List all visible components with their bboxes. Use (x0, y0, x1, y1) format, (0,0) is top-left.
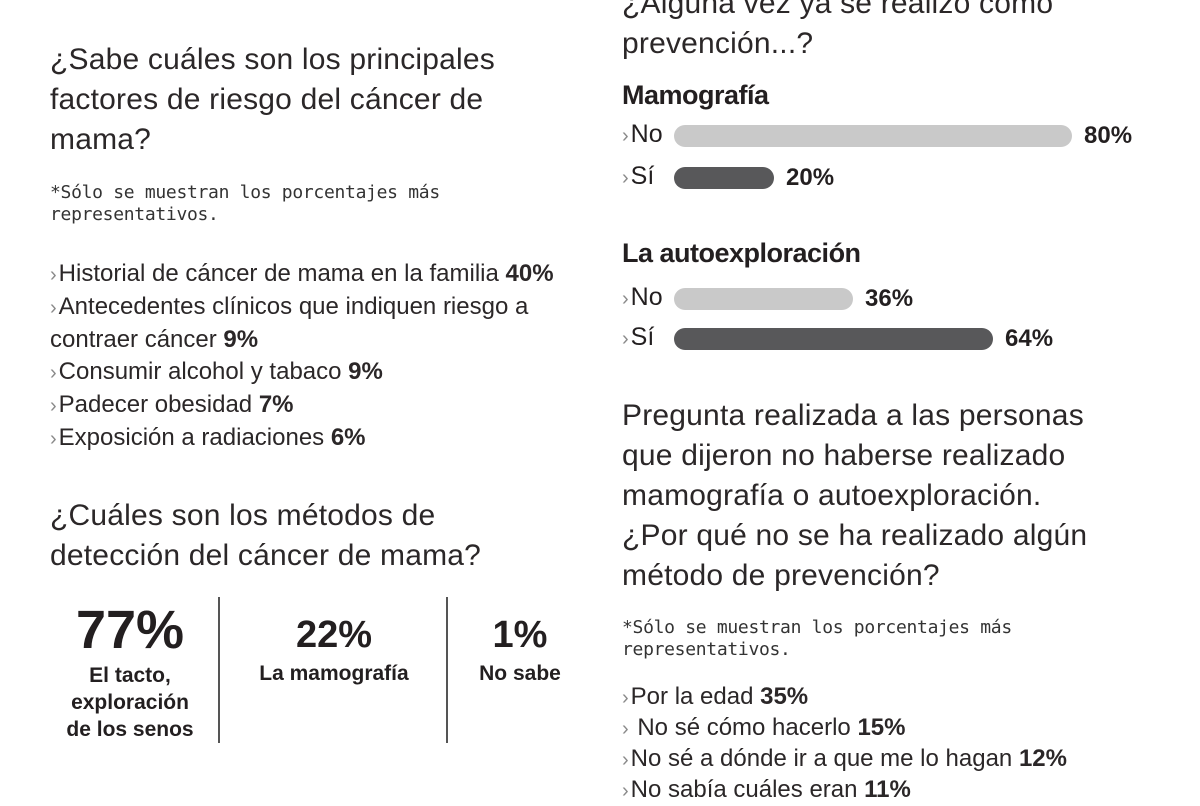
chevron-right-icon: › (622, 328, 629, 350)
autoexploracion-no-row: ›No 36% (622, 283, 1182, 315)
prevention-question-line: ¿Alguna vez ya se realizó como (622, 0, 1054, 20)
why-question-line: que dijeron no haberse realizado (622, 439, 1066, 472)
list-item: ›Por la edad 35% (622, 683, 809, 710)
row-label: Sí (630, 162, 655, 190)
stat-no-sabe: 1% No sabe (450, 612, 590, 687)
mamografia-si-row: ›Sí 20% (622, 162, 1182, 194)
why-note-line: representativos. (622, 639, 791, 660)
stat-tacto: 77% El tacto, exploración de los senos (40, 600, 220, 743)
list-item: ›Exposición a radiaciones 6% (50, 424, 366, 451)
why-question-line: método de prevención? (622, 559, 940, 592)
why-note: *Sólo se muestran los porcentajes más re… (622, 617, 1162, 661)
list-item: ›Padecer obesidad 7% (50, 391, 294, 418)
chevron-right-icon: › (50, 264, 57, 286)
stat-value: 22% (295, 614, 373, 656)
list-item: ›Consumir alcohol y tabaco 9% (50, 358, 383, 385)
bar (674, 288, 853, 310)
divider (446, 597, 448, 743)
list-item: ›No sé a dónde ir a que me lo hagan 12% (622, 745, 1067, 772)
why-question-line: mamografía o autoexploración. (622, 479, 1042, 512)
risk-list: ›Historial de cáncer de mama en la famil… (50, 258, 600, 455)
chevron-right-icon: › (50, 362, 57, 384)
detection-question-line: ¿Cuáles son los métodos de (50, 499, 436, 532)
row-label: No (630, 283, 663, 311)
why-question-line: ¿Por qué no se ha realizado algún (622, 519, 1088, 552)
risk-question-line: ¿Sabe cuáles son los principales (50, 43, 495, 76)
why-question: Pregunta realizada a las personas que di… (622, 396, 1192, 596)
stat-mamografia: 22% La mamografía (222, 612, 446, 687)
bar (674, 125, 1072, 147)
autoexploracion-title: La autoexploración (622, 238, 861, 268)
risk-note-line: representativos. (50, 204, 219, 225)
list-item: ›Historial de cáncer de mama en la famil… (50, 260, 554, 287)
why-question-line: Pregunta realizada a las personas (622, 399, 1084, 432)
stat-caption: La mamografía (259, 662, 409, 685)
row-label: No (630, 120, 663, 148)
bar-value: 20% (786, 164, 835, 191)
bar-value: 64% (1005, 325, 1054, 352)
prevention-question: ¿Alguna vez ya se realizó como prevenció… (622, 0, 1182, 64)
chevron-right-icon: › (622, 687, 629, 709)
list-item: › No sé cómo hacerlo 15% (622, 714, 906, 741)
bar-value: 80% (1084, 122, 1133, 149)
why-note-line: *Sólo se muestran los porcentajes más (622, 617, 1012, 638)
bar (674, 167, 774, 189)
chevron-right-icon: › (622, 780, 629, 802)
chevron-right-icon: › (50, 395, 57, 417)
chevron-right-icon: › (622, 167, 629, 189)
list-item: ›No sabía cuáles eran 11% (622, 776, 911, 803)
list-item-continuation: contraer cáncer 9% (50, 326, 259, 353)
risk-note: *Sólo se muestran los porcentajes más re… (50, 182, 570, 226)
stat-value: 77% (75, 600, 185, 660)
divider (218, 597, 220, 743)
bar-value: 36% (865, 285, 914, 312)
risk-question-line: mama? (50, 123, 152, 156)
stat-caption: No sabe (479, 662, 561, 685)
chevron-right-icon: › (622, 718, 629, 740)
row-label: Sí (630, 323, 655, 351)
mamografia-title: Mamografía (622, 80, 769, 110)
stat-value: 1% (492, 614, 548, 656)
prevention-question-line: prevención...? (622, 27, 814, 60)
risk-note-line: *Sólo se muestran los porcentajes más (50, 182, 440, 203)
chevron-right-icon: › (50, 428, 57, 450)
chevron-right-icon: › (622, 125, 629, 147)
mamografia-no-row: ›No 80% (622, 120, 1182, 152)
bar (674, 328, 993, 350)
autoexploracion-si-row: ›Sí 64% (622, 323, 1182, 355)
risk-question: ¿Sabe cuáles son los principales factore… (50, 40, 590, 160)
detection-question-line: detección del cáncer de mama? (50, 539, 482, 572)
list-item: ›Antecedentes clínicos que indiquen ries… (50, 293, 529, 320)
chevron-right-icon: › (50, 297, 57, 319)
risk-question-line: factores de riesgo del cáncer de (50, 83, 484, 116)
chevron-right-icon: › (622, 749, 629, 771)
detection-question: ¿Cuáles son los métodos de detección del… (50, 496, 590, 576)
chevron-right-icon: › (622, 288, 629, 310)
stat-caption: El tacto, exploración de los senos (66, 664, 194, 741)
why-list: ›Por la edad 35% › No sé cómo hacerlo 15… (622, 682, 1182, 806)
